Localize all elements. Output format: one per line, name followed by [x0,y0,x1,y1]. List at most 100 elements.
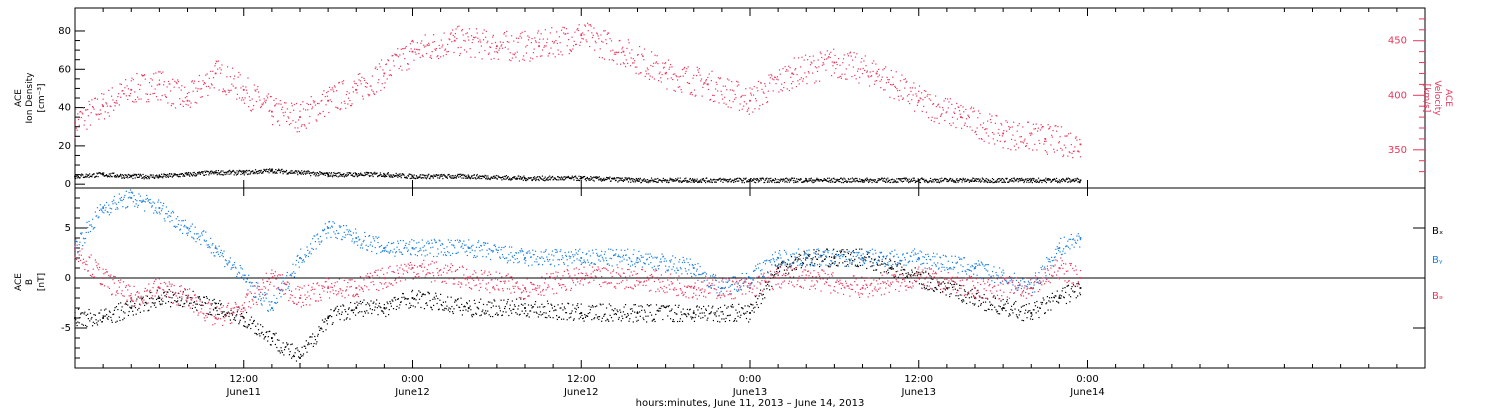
bx-point [1031,314,1033,316]
by-point [143,200,145,202]
bx-point [405,304,407,306]
density-point [432,177,434,179]
velocity-point [695,75,698,77]
velocity-point [864,55,866,57]
density-point [409,173,411,175]
bx-point [985,310,987,312]
velocity-point [442,55,445,57]
velocity-point [304,125,306,127]
velocity-point [109,105,111,107]
density-point [643,179,645,181]
velocity-point [399,65,402,67]
density-point [331,175,333,177]
bx-point [307,342,310,344]
bx-point [260,324,262,326]
bx-point [187,295,189,297]
by-point [151,206,153,208]
bx-point [772,277,774,279]
velocity-point [1043,143,1045,145]
bx-point [580,303,582,305]
density-point [222,174,225,176]
bx-point [224,313,227,316]
bx-point [284,346,286,348]
velocity-point [781,83,783,85]
velocity-point [827,57,829,59]
velocity-point [473,37,475,39]
velocity-point [1020,136,1023,138]
velocity-point [585,39,587,41]
density-point [126,175,128,178]
velocity-point [871,62,873,64]
velocity-point [812,55,814,57]
velocity-point [443,32,445,34]
velocity-point [393,65,395,67]
density-point [219,174,221,176]
velocity-point [788,89,790,92]
density-point [1045,181,1048,184]
velocity-point [637,53,639,56]
by-point [168,215,170,217]
velocity-point [284,111,286,113]
velocity-point [188,91,190,94]
density-point [961,181,963,183]
density-point [240,173,242,176]
bx-point [383,312,385,314]
density-point [594,177,596,179]
bx-point [339,318,341,321]
bx-point [437,297,439,300]
velocity-point [856,70,859,72]
velocity-point [762,103,764,105]
by-point [121,200,123,202]
density-point [119,174,121,177]
velocity-point [1045,140,1047,142]
bx-point [659,310,661,312]
density-point [721,178,724,180]
velocity-point [917,99,920,102]
velocity-point [567,38,570,41]
velocity-point [603,30,605,32]
bx-point [602,303,604,305]
velocity-point [561,54,563,56]
density-point [141,177,144,179]
velocity-point [674,90,677,92]
density-point [1048,178,1050,180]
density-point [943,179,945,181]
density-point [268,172,270,174]
by-point [113,195,115,198]
velocity-point [712,94,714,96]
bx-point [344,309,346,311]
bx-point [667,306,670,308]
bx-point [947,282,949,284]
bx-point [104,315,106,317]
density-point [339,172,341,174]
density-point [87,174,89,176]
velocity-point [227,89,229,91]
density-point [243,174,245,176]
density-point [914,181,916,184]
density-point [305,173,307,175]
density-point [910,180,912,182]
velocity-point [176,82,178,85]
density-point [683,180,685,182]
density-point [1050,181,1053,183]
bx-point [484,313,486,315]
density-point [819,180,821,182]
density-point [560,176,563,178]
bx-point [617,310,619,313]
velocity-point [207,85,210,88]
density-point [282,173,284,175]
density-point [291,170,293,172]
velocity-point [691,91,693,94]
by-point [692,267,695,269]
velocity-point [259,99,261,101]
bx-point [541,303,543,305]
velocity-point [469,48,471,50]
density-point [315,175,317,177]
velocity-point [375,66,377,68]
velocity-point [909,103,911,105]
bx-point [565,312,568,314]
density-point [96,173,99,175]
density-point [225,171,227,174]
density-point [1005,178,1008,180]
density-point [172,175,175,177]
